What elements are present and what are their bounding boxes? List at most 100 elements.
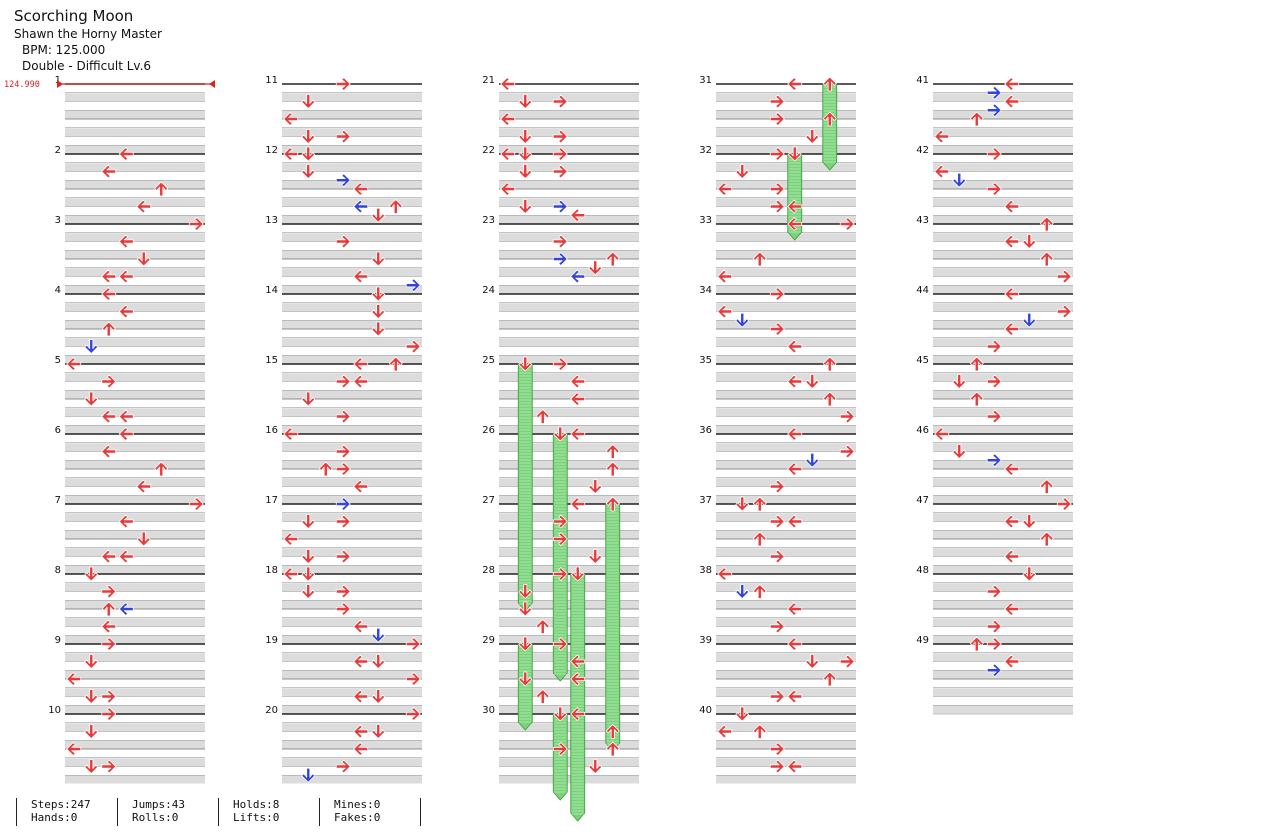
beat-band: [933, 233, 1073, 241]
arrow-shape: [353, 269, 369, 284]
rolls-count: Rolls:0: [132, 811, 179, 824]
measure-1: 1: [55, 75, 205, 154]
beat-band: [716, 460, 856, 469]
arrow-down-icon: [84, 566, 99, 582]
arrow-left-icon: [500, 77, 516, 91]
arrow-left-icon: [570, 392, 586, 406]
beat-band: [282, 740, 422, 749]
arrow-shape: [518, 129, 533, 144]
measure-5: 5: [55, 355, 205, 434]
beat-band: [716, 530, 856, 539]
arrow-left-icon: [787, 77, 803, 91]
beat-band: [716, 128, 856, 136]
beat-band: [499, 583, 639, 591]
arrow-shape: [371, 207, 386, 223]
arrow-down-icon: [84, 724, 99, 739]
beat-band: [282, 233, 422, 241]
arrow-left-icon: [101, 619, 117, 634]
measure-number: 26: [482, 425, 495, 436]
arrow-shape: [752, 584, 767, 599]
arrow-shape: [605, 444, 620, 459]
arrow-shape: [335, 374, 351, 389]
arrow-shape: [371, 286, 386, 302]
arrow-left-icon: [1004, 602, 1020, 616]
arrow-shape: [518, 636, 533, 652]
arrow-left-icon: [66, 672, 82, 686]
beat-band: [499, 478, 639, 486]
arrow-shape: [588, 549, 603, 564]
arrow-right-icon: [405, 637, 421, 651]
beat-band: [933, 250, 1073, 259]
bpm-marker: 124.990: [4, 80, 215, 90]
arrow-down-icon: [1022, 566, 1037, 582]
arrow-right-icon: [101, 637, 117, 651]
arrow-left-icon: [500, 147, 516, 161]
measure-number: 29: [482, 635, 495, 646]
beat-band: [933, 653, 1073, 661]
arrow-left-icon: [1004, 514, 1020, 529]
arrow-down-icon: [518, 671, 533, 687]
arrow-right-icon: [552, 532, 568, 546]
arrow-left-icon: [353, 619, 369, 634]
arrow-shape: [136, 479, 152, 494]
measure-number: 34: [699, 285, 712, 296]
arrow-right-icon: [552, 514, 568, 529]
arrow-shape: [371, 724, 386, 739]
arrow-down-icon: [1022, 234, 1037, 249]
arrow-down-icon: [805, 374, 820, 389]
beat-band: [933, 355, 1073, 364]
measure-33: 33: [699, 215, 856, 294]
arrow-up-icon: [752, 584, 767, 599]
measure-6: 6: [55, 425, 205, 504]
arrow-shape: [66, 672, 82, 686]
arrow-down-icon: [735, 164, 750, 179]
arrow-down-icon: [735, 496, 750, 512]
arrow-shape: [353, 357, 369, 371]
arrow-left-icon: [118, 269, 134, 284]
beat-band: [65, 688, 205, 696]
arrow-right-icon: [769, 112, 785, 126]
beat-band: [65, 233, 205, 241]
beat-band: [282, 390, 422, 399]
arrow-right-icon: [188, 217, 204, 231]
arrow-shape: [335, 514, 351, 529]
beat-band: [716, 268, 856, 276]
arrow-shape: [986, 453, 1002, 468]
arrow-left-icon: [570, 497, 586, 511]
arrow-right-icon: [335, 409, 351, 424]
arrow-shape: [552, 94, 568, 109]
arrow-shape: [301, 566, 316, 582]
measure-38: 38: [699, 565, 856, 644]
beat-band: [65, 705, 205, 714]
beat-band: [499, 758, 639, 766]
beat-band: [282, 653, 422, 661]
beat-band: [65, 583, 205, 591]
arrow-down-icon: [805, 129, 820, 144]
arrow-right-icon: [986, 584, 1002, 599]
arrow-shape: [717, 182, 733, 196]
arrow-up-icon: [605, 461, 620, 477]
beat-band: [499, 513, 639, 521]
measure-number: 47: [916, 495, 929, 506]
arrow-up-icon: [822, 356, 837, 372]
arrow-shape: [805, 374, 820, 389]
measure-number: 15: [265, 355, 278, 366]
measure-42: 42: [916, 145, 1073, 224]
arrow-down-icon: [301, 146, 316, 162]
beat-band: [499, 653, 639, 661]
beat-band: [65, 740, 205, 749]
beat-band: [65, 565, 205, 574]
arrow-left-icon: [1004, 322, 1020, 336]
arrow-shape: [570, 497, 586, 511]
measure-number: 36: [699, 425, 712, 436]
arrow-down-icon: [952, 172, 967, 188]
beat-band: [499, 285, 639, 294]
measure-number: 7: [55, 495, 61, 506]
arrow-shape: [118, 549, 134, 564]
arrow-left-icon: [101, 287, 117, 301]
beat-band: [65, 320, 205, 329]
beat-band: [716, 478, 856, 486]
arrow-left-icon: [101, 269, 117, 284]
beat-band: [499, 163, 639, 171]
beat-band: [65, 775, 205, 784]
